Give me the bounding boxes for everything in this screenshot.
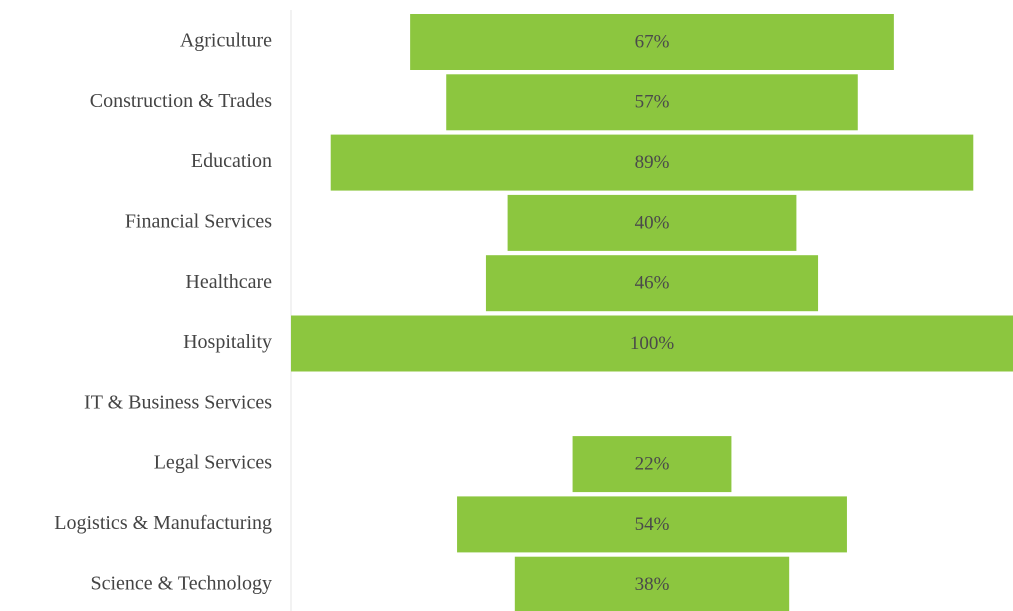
- bar: [446, 74, 858, 131]
- value-label: 38%: [635, 574, 670, 595]
- value-label: 54%: [635, 514, 670, 535]
- category-label: Financial Services: [125, 210, 272, 232]
- category-label: Healthcare: [185, 271, 272, 293]
- value-label: 40%: [635, 212, 670, 233]
- value-label: 100%: [630, 333, 675, 354]
- value-label: 46%: [635, 273, 670, 294]
- bar: [291, 315, 1013, 372]
- bar: [572, 436, 732, 493]
- bar: [410, 14, 894, 70]
- category-label: Education: [191, 150, 272, 172]
- category-label: Agriculture: [180, 30, 272, 52]
- category-label: Hospitality: [183, 331, 272, 353]
- bar: [330, 134, 974, 191]
- value-label: 57%: [635, 92, 670, 113]
- category-label: Science & Technology: [90, 572, 272, 594]
- value-label: 89%: [635, 152, 670, 173]
- category-label: Construction & Trades: [90, 90, 272, 112]
- category-label: Legal Services: [154, 452, 272, 474]
- bar: [457, 496, 847, 553]
- category-label: Logistics & Manufacturing: [54, 512, 272, 534]
- value-label: 67%: [635, 31, 670, 52]
- category-label: IT & Business Services: [84, 391, 272, 413]
- bar: [485, 255, 819, 312]
- bar: [507, 194, 797, 251]
- bar: [514, 556, 790, 611]
- value-label: 22%: [635, 453, 670, 474]
